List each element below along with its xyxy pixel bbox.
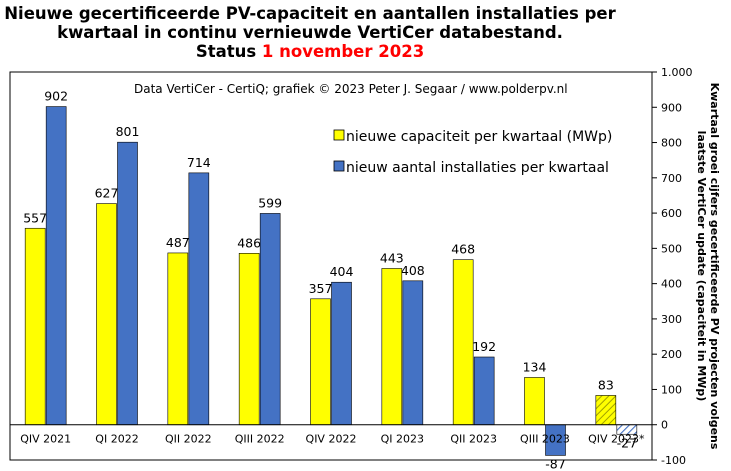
bar-installations-5: [331, 281, 352, 426]
x-tick-label-6: QI 2023: [381, 433, 424, 446]
chart-title: Nieuwe gecertificeerde PV-capaciteit en …: [0, 4, 620, 61]
value-label-capacity-7: 468: [451, 242, 475, 257]
y-tick-label-5: 300: [661, 313, 682, 326]
x-tick-label-8: QIII 2023: [520, 433, 570, 446]
value-label-installations-1: 902: [44, 89, 68, 104]
value-label-installations-7: 192: [472, 339, 496, 354]
x-tick-label-1: QIV 2021: [20, 433, 71, 446]
bar-installations-2: [117, 141, 138, 426]
bar-installations-1: [45, 106, 67, 426]
status-prefix: Status: [195, 42, 262, 61]
status-date: 1 november 2023: [261, 42, 425, 61]
value-label-installations-2: 801: [116, 124, 140, 139]
value-label-installations-3: 714: [187, 155, 211, 170]
right-axis-title-line-2: laatste VertiCer update (capaciteit in M…: [695, 131, 708, 402]
bar-capacity-1: [24, 227, 46, 426]
y-tick-label-12: 1.000: [661, 66, 693, 79]
value-label-capacity-3: 487: [166, 235, 190, 250]
value-label-installations-4: 599: [258, 195, 282, 210]
right-axis-title-line-1: Kwartaal groei cijfers gecertificeerde P…: [708, 83, 721, 450]
legend-swatch-capacity: [333, 129, 345, 141]
legend: nieuwe capaciteit per kwartaal (MWp) nie…: [333, 129, 612, 176]
x-tick-label-3: QII 2022: [165, 433, 212, 446]
bar-installations-4: [259, 213, 281, 426]
y-tick-label-6: 400: [661, 278, 682, 291]
value-label-capacity-1: 557: [23, 210, 47, 225]
y-tick-label-8: 600: [661, 207, 682, 220]
value-label-installations-6: 408: [401, 263, 425, 278]
plot-area: [9, 71, 653, 461]
bar-capacity-4: [238, 253, 260, 426]
y-tick-label-3: 100: [661, 383, 682, 396]
bar-capacity-2: [96, 203, 117, 426]
right-axis-title: Kwartaal groei cijfers gecertificeerde P…: [695, 83, 721, 450]
value-label-capacity-9: 83: [598, 377, 614, 392]
legend-swatch-installations: [333, 160, 345, 172]
legend-label-installations: nieuw aantal installaties per kwartaal: [346, 160, 609, 176]
title-line-1: Nieuwe gecertificeerde PV-capaciteit en …: [4, 4, 616, 23]
bar-installations-7: [473, 356, 495, 426]
y-tick-label-7: 500: [661, 242, 682, 255]
x-tick-label-4: QIII 2022: [235, 433, 285, 446]
y-tick-label-4: 200: [661, 348, 682, 361]
value-label-installations-9: -27: [617, 435, 637, 450]
bar-installations-6: [402, 280, 424, 426]
y-tick-label-11: 900: [661, 101, 682, 114]
y-tick-label-9: 700: [661, 172, 682, 185]
bar-capacity-8: [524, 377, 545, 426]
y-tick-label-10: 800: [661, 137, 682, 150]
value-label-capacity-2: 627: [95, 186, 119, 201]
x-tick-label-5: QIV 2022: [306, 433, 357, 446]
x-tick-label-7: QII 2023: [450, 433, 497, 446]
value-label-capacity-8: 134: [523, 359, 547, 374]
bar-capacity-5: [310, 298, 331, 426]
bar-capacity-7: [452, 259, 474, 426]
bar-capacity-6: [381, 268, 403, 426]
bar-installations-3: [188, 172, 210, 426]
legend-label-capacity: nieuwe capaciteit per kwartaal (MWp): [346, 129, 612, 145]
bar-capacity-3: [167, 252, 189, 426]
x-tick-label-2: QI 2022: [95, 433, 138, 446]
value-label-installations-8: -87: [545, 456, 565, 471]
value-label-capacity-4: 486: [237, 235, 261, 250]
value-label-capacity-5: 357: [309, 281, 333, 296]
y-tick-label-1: -100: [661, 454, 686, 467]
x-tick-label-9: QIV 2023*: [588, 433, 645, 446]
y-tick-label-2: 0: [661, 419, 668, 432]
title-line-3: Status 1 november 2023: [0, 42, 620, 61]
value-label-installations-5: 404: [330, 264, 354, 279]
title-line-2: kwartaal in continu vernieuwde VertiCer …: [57, 23, 563, 42]
bar-capacity-9: [595, 395, 617, 426]
source-credit: Data VertiCer - CertiQ; grafiek © 2023 P…: [134, 82, 568, 96]
value-label-capacity-6: 443: [380, 250, 404, 265]
